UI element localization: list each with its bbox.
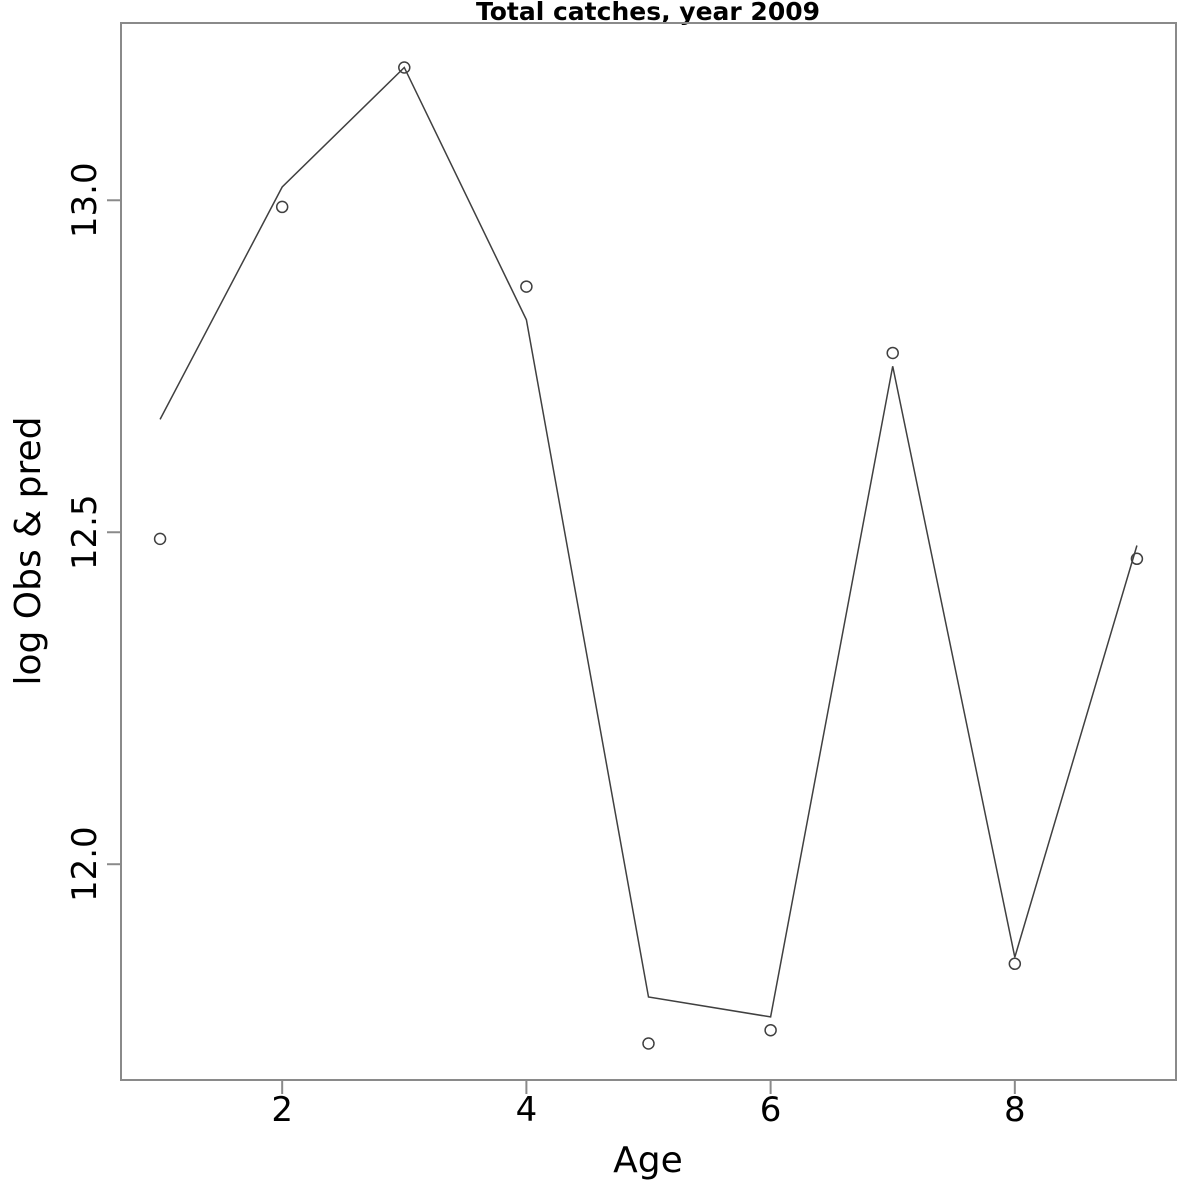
observed-point: [398, 61, 411, 74]
y-tick-label: 12.0: [65, 826, 105, 902]
x-tick-label: 8: [1004, 1090, 1026, 1130]
plot-generated-layer: 2 4 6 8 12.0 12.5 13.0: [65, 22, 1177, 1130]
x-tick-label: 2: [271, 1090, 293, 1130]
observed-point: [1008, 957, 1022, 971]
observed-point: [153, 532, 167, 546]
observed-point: [520, 280, 533, 293]
y-axis-label: log Obs & pred: [8, 416, 49, 685]
observed-point: [764, 1023, 777, 1037]
plot-box: [120, 22, 1177, 1081]
x-tick-label: 6: [760, 1090, 782, 1130]
y-tick-label: 12.5: [65, 494, 105, 570]
predicted-line: [159, 66, 1138, 1018]
observed-point: [1130, 552, 1144, 566]
x-axis-label: Age: [613, 1140, 683, 1181]
observed-point: [275, 200, 289, 214]
chart-title: Total catches, year 2009: [476, 0, 820, 26]
x-tick-label: 4: [516, 1090, 538, 1130]
y-tick-label: 13.0: [65, 162, 105, 238]
observed-point: [886, 346, 899, 360]
observed-point: [642, 1037, 655, 1050]
